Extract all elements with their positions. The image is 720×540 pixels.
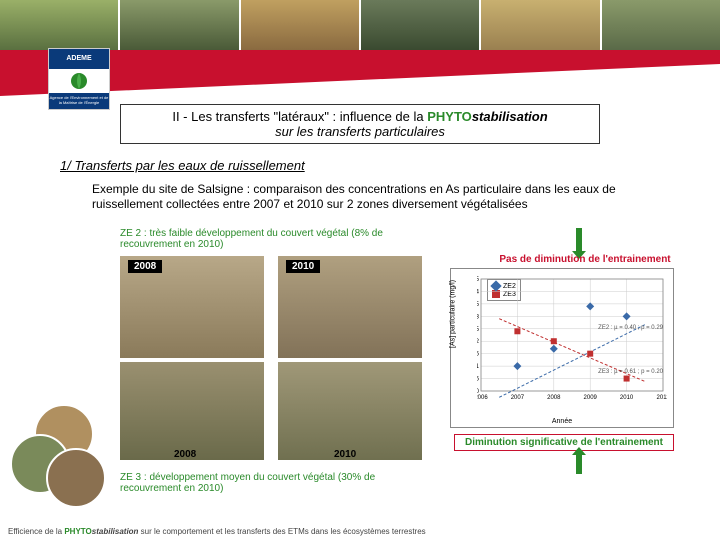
title-line2: sur les transferts particulaires [275,124,445,139]
svg-text:2.5: 2.5 [477,327,480,333]
fit-label-ze2: ZE2 : µ = 0.40 ; p = 0.29 [598,325,663,331]
header-photo-strip [0,0,720,50]
svg-text:2011: 2011 [657,395,667,401]
year-label-2010: 2010 [286,260,320,273]
footer-pre: Efficience de la [8,527,64,536]
svg-text:3.5: 3.5 [477,302,480,308]
chart-plot-area: 00.511.522.533.544.520062007200820092010… [477,275,667,405]
year-label-2008: 2008 [128,260,162,273]
arrow-up-icon [576,454,582,474]
svg-text:2010: 2010 [620,395,634,401]
svg-text:1.5: 1.5 [477,352,480,358]
chart-x-axis-label: Année [552,418,572,425]
body-paragraph: Exemple du site de Salsigne : comparaiso… [92,182,672,212]
svg-text:2006: 2006 [477,395,488,401]
header-photo [0,0,118,50]
title-phyto: PHYTO [427,109,472,124]
title-prefix: II - Les transferts "latéraux" : influen… [172,109,427,124]
footer-stab: stabilisation [92,527,139,536]
header-photo [241,0,359,50]
footer-post: sur le comportement et les transferts de… [138,527,425,536]
footer-text: Efficience de la PHYTOstabilisation sur … [8,527,708,536]
ze3-caption: ZE 3 : développement moyen du couvert vé… [120,472,420,494]
header-photo [120,0,238,50]
arrow-down-icon [576,228,582,252]
as-concentration-chart: [As] particulaire (mg/l) Année ZE2 ZE3 0… [450,268,674,428]
year-label-2008: 2008 [168,448,202,461]
svg-text:4.5: 4.5 [477,277,480,283]
ademe-logo: ADEME Agence de l'Environnement et de la… [48,48,110,110]
header-photo [602,0,720,50]
year-label-2010: 2010 [328,448,362,461]
svg-text:1: 1 [477,364,480,370]
header-photo [361,0,479,50]
logo-subtext: Agence de l'Environnement et de la Maîtr… [49,93,109,109]
circle-photo [46,448,106,508]
svg-text:2: 2 [477,339,480,345]
callout-diminution: Diminution significative de l'entraineme… [454,434,674,451]
aerial-photo-ze3-2010 [278,362,422,460]
svg-text:3: 3 [477,314,480,320]
svg-text:4: 4 [477,289,480,295]
side-circle-photos [6,404,106,504]
leaf-globe-icon [49,69,109,93]
svg-text:2008: 2008 [547,395,561,401]
header-photo [481,0,599,50]
svg-text:2007: 2007 [511,395,525,401]
svg-text:0.5: 0.5 [477,377,480,383]
slide-title: II - Les transferts "latéraux" : influen… [120,104,600,144]
svg-text:2009: 2009 [584,395,598,401]
chart-y-axis-label: [As] particulaire (mg/l) [450,280,457,348]
ze2-caption: ZE 2 : très faible développement du couv… [120,228,420,250]
section-subtitle: 1/ Transferts par les eaux de ruissellem… [60,158,305,173]
footer-phyto: PHYTO [64,527,91,536]
aerial-photo-ze3-2008 [120,362,264,460]
callout-no-diminution: Pas de diminution de l'entrainement [480,254,690,265]
fit-label-ze3: ZE3 : µ = 0.61 ; p = 0.20 [598,369,663,375]
title-stab: stabilisation [472,109,548,124]
logo-brand-text: ADEME [49,49,109,69]
